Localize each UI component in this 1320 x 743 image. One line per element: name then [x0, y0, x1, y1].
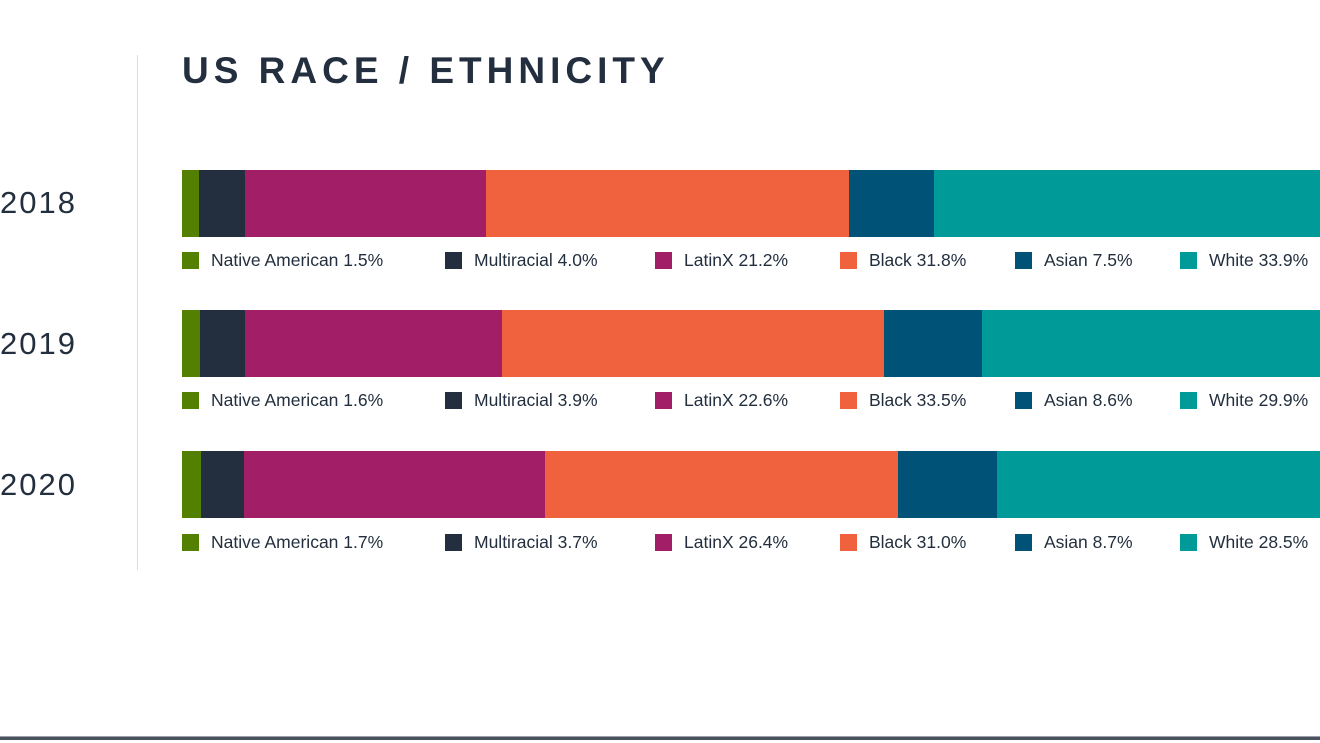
legend-item: Asian 7.5% [1015, 250, 1133, 271]
bar-segment-multiracial-2019 [200, 310, 246, 377]
legend-label: Asian 8.7% [1044, 532, 1133, 552]
legend-label: Black 33.5% [869, 390, 967, 410]
legend-item: Black 31.0% [840, 532, 966, 553]
legend-swatch [1015, 534, 1032, 551]
legend-label: LatinX 22.6% [684, 390, 789, 410]
chart-title: US RACE / ETHNICITY [182, 50, 670, 91]
bar-segment-asian-2018 [848, 170, 935, 237]
bar-2018 [182, 170, 1320, 237]
bar-segment-white-2018 [934, 170, 1320, 237]
legend-swatch [182, 392, 199, 409]
legend-item: White 33.9% [1180, 250, 1308, 271]
legend-label: White 28.5% [1209, 532, 1309, 552]
legend-2020: Native American 1.7% Multiracial 3.7% Lati… [182, 532, 1320, 554]
year-label-2019: 2019 [0, 326, 77, 361]
legend-swatch [840, 534, 857, 551]
vertical-divider [137, 55, 138, 570]
legend-swatch [1180, 534, 1197, 551]
bar-segment-black-2019 [502, 310, 885, 377]
legend-label: White 29.9% [1209, 390, 1309, 410]
bar-segment-native-american-2019 [182, 310, 201, 377]
legend-item: White 28.5% [1180, 532, 1308, 553]
bar-segment-black-2020 [544, 451, 899, 518]
legend-swatch [840, 392, 857, 409]
legend-item: Native American 1.5% [182, 250, 383, 271]
bar-segment-latinx-2018 [244, 170, 487, 237]
bar-segment-asian-2019 [884, 310, 983, 377]
legend-label: LatinX 21.2% [684, 250, 789, 270]
legend-swatch [1180, 392, 1197, 409]
legend-item: White 29.9% [1180, 390, 1308, 411]
legend-label: Asian 7.5% [1044, 250, 1133, 270]
legend-item: Asian 8.6% [1015, 390, 1133, 411]
legend-item: Black 31.8% [840, 250, 966, 271]
legend-label: Native American 1.7% [211, 532, 384, 552]
legend-swatch [445, 534, 462, 551]
bar-segment-native-american-2020 [182, 451, 202, 518]
bar-segment-native-american-2018 [182, 170, 200, 237]
legend-label: White 33.9% [1209, 250, 1309, 270]
legend-item: LatinX 21.2% [655, 250, 788, 271]
legend-swatch [1015, 392, 1032, 409]
legend-item: Black 33.5% [840, 390, 966, 411]
bottom-rule [0, 736, 1320, 740]
bar-segment-multiracial-2018 [199, 170, 246, 237]
legend-item: Native American 1.6% [182, 390, 383, 411]
legend-item: Multiracial 3.7% [445, 532, 598, 553]
legend-item: Multiracial 4.0% [445, 250, 598, 271]
legend-swatch [445, 392, 462, 409]
legend-item: LatinX 22.6% [655, 390, 788, 411]
legend-swatch [655, 392, 672, 409]
legend-2019: Native American 1.6% Multiracial 3.9% Lati… [182, 390, 1320, 412]
legend-label: Multiracial 3.7% [474, 532, 598, 552]
legend-label: Multiracial 3.9% [474, 390, 598, 410]
legend-item: Native American 1.7% [182, 532, 383, 553]
bar-segment-white-2019 [982, 310, 1320, 377]
bar-segment-asian-2020 [897, 451, 998, 518]
legend-label: Native American 1.6% [211, 390, 384, 410]
legend-item: LatinX 26.4% [655, 532, 788, 553]
legend-label: Black 31.0% [869, 532, 967, 552]
legend-label: LatinX 26.4% [684, 532, 789, 552]
bar-2019 [182, 310, 1320, 377]
legend-swatch [182, 252, 199, 269]
legend-label: Black 31.8% [869, 250, 967, 270]
bar-segment-latinx-2020 [243, 451, 545, 518]
legend-swatch [182, 534, 199, 551]
legend-item: Asian 8.7% [1015, 532, 1133, 553]
bar-segment-white-2020 [997, 451, 1320, 518]
bar-segment-multiracial-2020 [201, 451, 245, 518]
legend-label: Native American 1.5% [211, 250, 384, 270]
bar-2020 [182, 451, 1320, 518]
year-label-2018: 2018 [0, 185, 77, 220]
legend-swatch [840, 252, 857, 269]
legend-item: Multiracial 3.9% [445, 390, 598, 411]
legend-2018: Native American 1.5% Multiracial 4.0% Lati… [182, 250, 1320, 272]
legend-swatch [1180, 252, 1197, 269]
bar-segment-latinx-2019 [244, 310, 503, 377]
legend-label: Asian 8.6% [1044, 390, 1133, 410]
bar-segment-black-2018 [486, 170, 850, 237]
legend-swatch [655, 534, 672, 551]
legend-swatch [655, 252, 672, 269]
legend-swatch [1015, 252, 1032, 269]
year-label-2020: 2020 [0, 467, 77, 502]
legend-swatch [445, 252, 462, 269]
legend-label: Multiracial 4.0% [474, 250, 598, 270]
